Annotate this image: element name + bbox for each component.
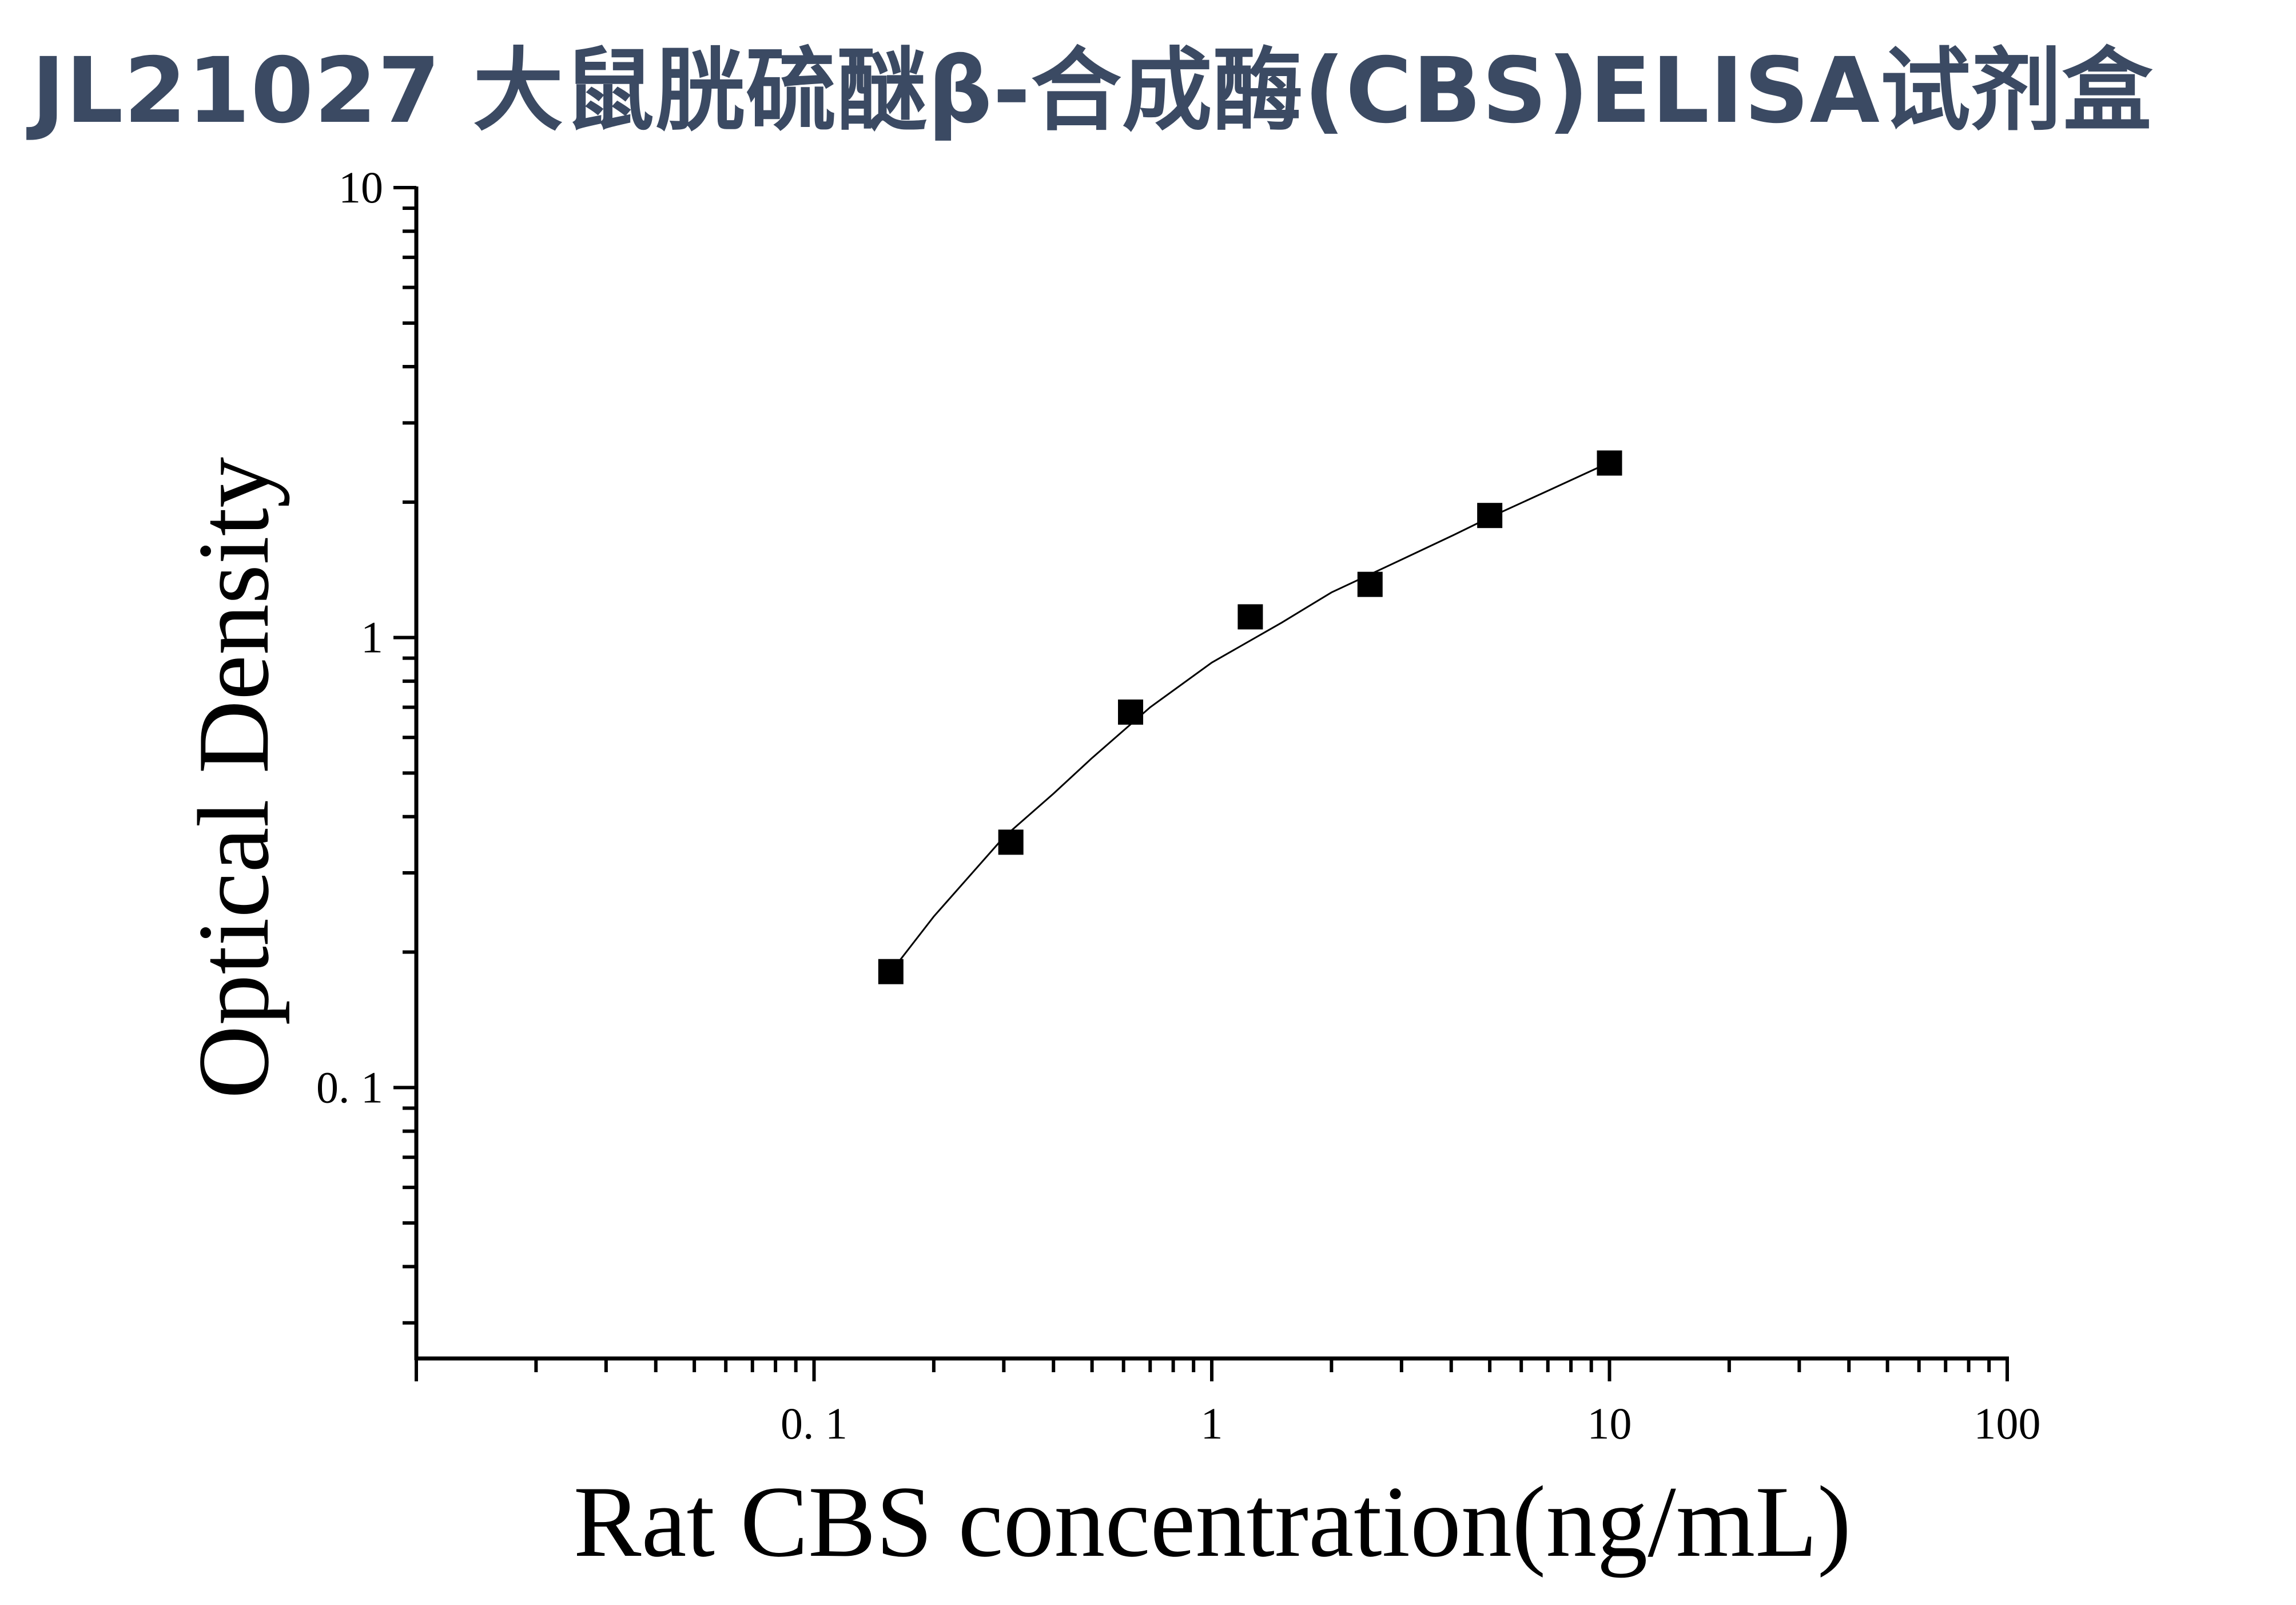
page-title: JL21027 大鼠胱硫醚β-合成酶(CBS)ELISA试剂盒 — [31, 38, 2153, 144]
data-point — [878, 959, 904, 984]
y-axis-label: Optical Density — [177, 457, 290, 1099]
data-point — [1118, 699, 1144, 725]
data-points-layer — [878, 450, 1622, 984]
x-tick-label: 1 — [1201, 1399, 1223, 1448]
y-tick-label: 10 — [339, 162, 383, 212]
x-axis-label: Rat CBS concentration(ng/mL) — [574, 1465, 1851, 1578]
x-tick-label: 100 — [1974, 1399, 2041, 1448]
data-point — [1597, 450, 1622, 476]
x-tick-label: 0. 1 — [781, 1399, 847, 1448]
data-point — [1357, 571, 1383, 597]
data-point — [1477, 503, 1503, 529]
data-point — [1237, 604, 1263, 630]
tick-labels-layer: 0. 1 1 10 100 0. 1 1 10 — [316, 162, 2041, 1448]
data-point — [998, 829, 1024, 855]
axes — [393, 186, 2009, 1381]
fit-curve — [894, 462, 1610, 967]
y-tick-label: 1 — [361, 613, 383, 662]
y-tick-label: 0. 1 — [316, 1062, 383, 1112]
x-tick-label: 10 — [1587, 1399, 1632, 1448]
fit-curve-layer — [894, 462, 1610, 967]
